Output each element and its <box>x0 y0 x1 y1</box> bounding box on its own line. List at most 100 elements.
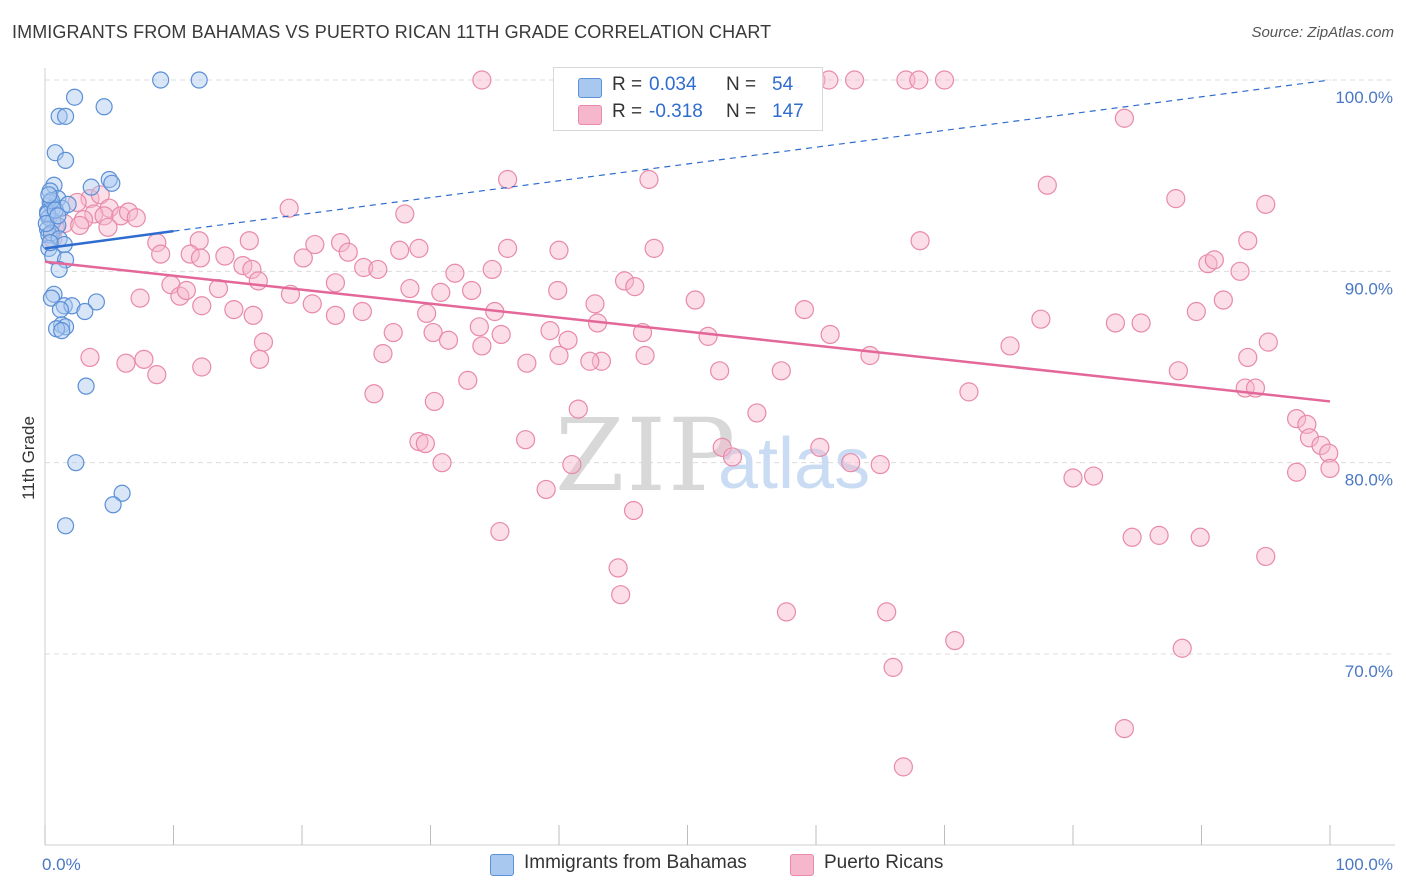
x-tick-label: 0.0% <box>42 855 81 874</box>
data-point <box>176 280 196 301</box>
data-point <box>517 353 537 373</box>
data-point <box>364 384 384 404</box>
data-point <box>192 296 212 316</box>
y-tick-label: 90.0% <box>1345 279 1393 298</box>
data-point <box>224 300 244 320</box>
data-point <box>639 169 659 190</box>
data-point <box>1256 546 1276 567</box>
data-point <box>771 361 791 381</box>
data-point <box>423 322 443 343</box>
watermark-zip: ZIP <box>555 397 737 514</box>
data-point <box>644 238 664 258</box>
data-point <box>794 300 815 320</box>
data-point <box>338 242 358 262</box>
data-point <box>549 345 569 366</box>
data-point <box>1105 313 1126 333</box>
data-point <box>712 437 732 457</box>
r-label: R = <box>612 101 643 122</box>
data-point <box>635 345 655 366</box>
data-point <box>94 206 114 226</box>
r-value: 0.034 <box>649 74 697 95</box>
data-point <box>469 317 489 337</box>
data-point <box>395 204 415 224</box>
data-point <box>50 260 68 279</box>
data-point <box>279 198 299 218</box>
data-point <box>293 248 313 268</box>
y-tick-label: 100.0% <box>1335 88 1393 107</box>
data-point <box>515 430 536 450</box>
data-point <box>438 330 459 350</box>
data-point <box>56 517 75 535</box>
y-axis-label: 11th Grade <box>19 416 38 500</box>
data-point <box>59 195 77 213</box>
data-point <box>472 336 492 356</box>
data-point <box>462 280 482 301</box>
data-point <box>151 244 171 264</box>
data-point <box>147 365 167 385</box>
data-point <box>432 453 452 473</box>
data-point <box>243 305 263 325</box>
trend-lines <box>44 79 1331 403</box>
n-value: 54 <box>772 74 794 95</box>
data-point <box>490 521 510 542</box>
data-point <box>883 657 903 677</box>
data-point <box>614 271 635 291</box>
data-point <box>1000 336 1020 356</box>
data-point <box>325 273 346 293</box>
data-point <box>126 208 146 228</box>
data-point <box>248 271 268 291</box>
legend-label: Immigrants from Bahamas <box>524 852 747 873</box>
y-tick-label: 80.0% <box>1345 471 1393 490</box>
data-point <box>1258 332 1278 352</box>
watermark-atlas: atlas <box>718 424 870 504</box>
data-point <box>1168 361 1188 381</box>
trend-line-bahamas <box>44 229 174 250</box>
data-point <box>118 202 139 222</box>
data-point <box>1238 231 1258 251</box>
data-point <box>104 496 122 514</box>
data-point <box>239 231 259 251</box>
data-point <box>562 454 582 475</box>
data-point <box>390 240 410 260</box>
data-point <box>215 246 235 266</box>
data-point <box>1299 428 1320 448</box>
data-point <box>491 324 511 345</box>
data-point <box>50 107 68 125</box>
data-point <box>305 234 325 255</box>
data-point <box>959 382 979 402</box>
data-point <box>458 370 478 390</box>
data-point <box>1122 527 1142 547</box>
data-point <box>934 70 955 90</box>
r-label: R = <box>612 74 643 95</box>
data-point <box>893 757 913 777</box>
data-point <box>87 293 106 311</box>
data-point <box>424 391 444 412</box>
data-point <box>625 277 645 297</box>
tick-labels: 100.0% 90.0% 80.0% 70.0% 0.0% 100.0% <box>42 88 1393 874</box>
data-point <box>548 280 568 301</box>
data-point <box>180 244 200 264</box>
data-point <box>400 278 420 299</box>
data-point <box>56 107 75 125</box>
r-value: -0.318 <box>649 101 703 122</box>
n-value: 147 <box>772 101 804 122</box>
data-point <box>1063 468 1083 488</box>
data-point <box>383 322 403 343</box>
data-point <box>1230 261 1250 281</box>
data-point <box>608 558 628 578</box>
chart-title: IMMIGRANTS FROM BAHAMAS VS PUERTO RICAN … <box>12 22 772 42</box>
data-point <box>1238 347 1258 368</box>
data-point <box>698 326 718 346</box>
data-point <box>1149 525 1169 545</box>
data-point <box>472 70 492 90</box>
data-point <box>352 301 372 322</box>
n-label: N = <box>726 101 757 122</box>
data-point <box>536 479 556 500</box>
data-point <box>130 288 150 308</box>
data-point <box>844 70 865 90</box>
watermark: ZIP atlas <box>555 397 870 514</box>
data-point <box>611 585 631 605</box>
trend-line-bahamas-extension <box>173 79 1331 232</box>
data-point <box>1114 719 1135 739</box>
data-point <box>189 231 209 251</box>
